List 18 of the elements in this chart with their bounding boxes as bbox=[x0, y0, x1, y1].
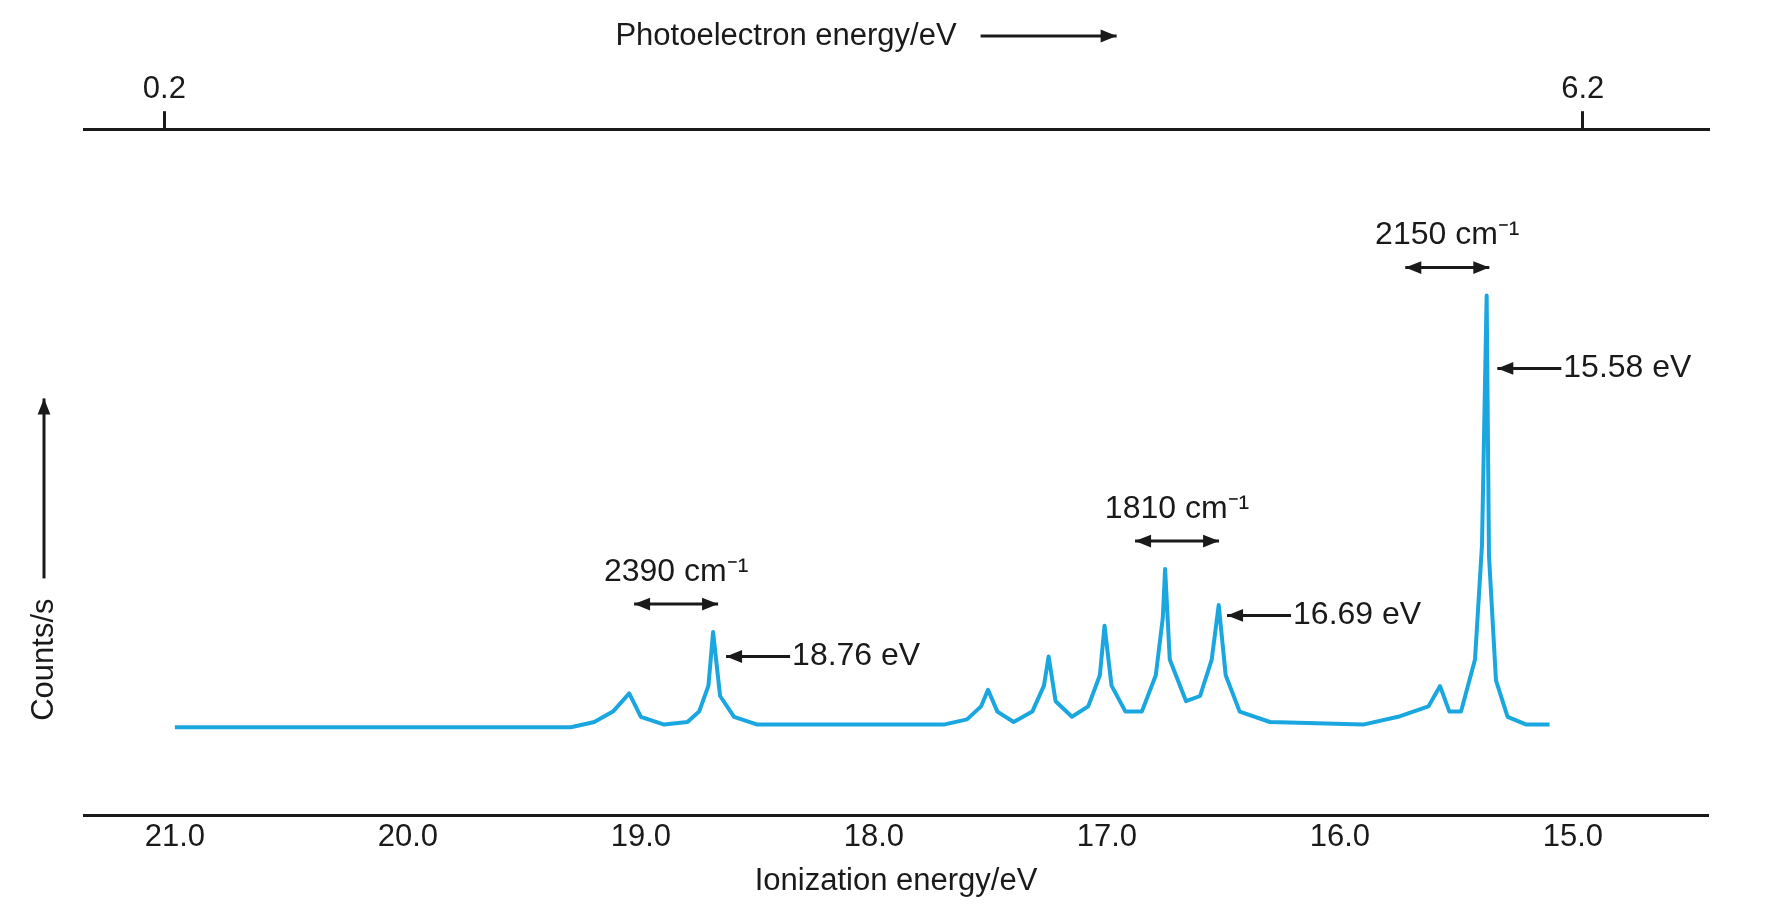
x-tick-label: 17.0 bbox=[1076, 817, 1138, 853]
x-tick-label: 15.0 bbox=[1542, 817, 1604, 853]
x-tick-label: 19.0 bbox=[610, 817, 672, 853]
x-axis-title: Ionization energy/eV bbox=[754, 861, 1038, 897]
x-tick-label: 20.0 bbox=[377, 817, 439, 853]
x-tick-label: 21.0 bbox=[144, 817, 206, 853]
annotation: 18.76 eV bbox=[792, 636, 921, 673]
text: 2150 cm⁻¹ bbox=[1375, 215, 1520, 252]
x-tick-label: 16.0 bbox=[1309, 817, 1371, 853]
annotation: 15.58 eV bbox=[1563, 348, 1693, 385]
annotation: 16.69 eV bbox=[1293, 595, 1422, 632]
x2-axis-title: Photoelectron energy/eV bbox=[615, 16, 957, 52]
x2-tick-label: 6.2 bbox=[1561, 70, 1605, 106]
x2-tick-label: 0.2 bbox=[142, 70, 186, 106]
y-axis-title: Counts/s bbox=[24, 598, 60, 721]
annotation: 2390 cm⁻¹ bbox=[603, 551, 749, 588]
annotation: 1810 cm⁻¹ bbox=[1104, 488, 1250, 525]
x-tick-label: 18.0 bbox=[843, 817, 905, 853]
